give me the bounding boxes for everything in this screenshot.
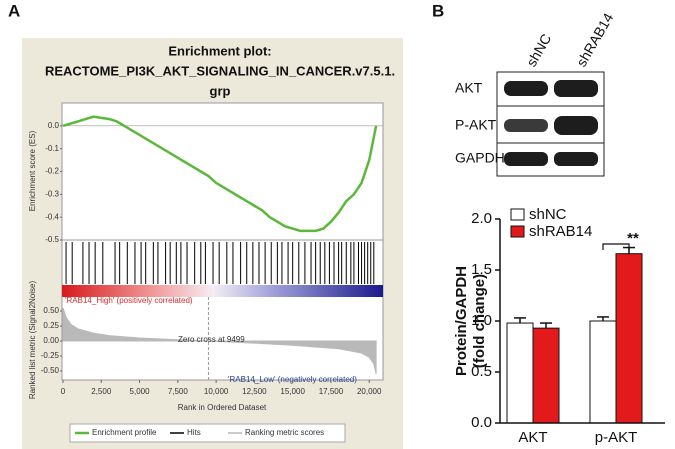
blot-column-label: shNC [523,31,554,69]
blot-column-label: shRAB14 [573,10,617,69]
y-tick-label: 2.0 [471,210,492,227]
y-tick-label: -0.25 [41,351,60,360]
heatmap-bar [62,285,383,297]
y-tick-label: -0.5 [45,235,59,244]
x-tick-label: 15,000 [280,387,305,396]
legend-label: shRAB14 [529,223,592,240]
y-tick-label: -0.4 [45,212,59,221]
bar [506,322,534,424]
bar [615,253,643,424]
y-tick-label: 0.0 [48,121,60,130]
legend-box [69,423,346,443]
y-tick-label: 0.0 [471,414,492,431]
y-axis-label: Protein/GAPDH [453,266,470,376]
chart-title: REACTOME_PI3K_AKT_SIGNALING_IN_CANCER.v7… [45,63,395,78]
x-tick-label: 20,000 [357,387,382,396]
band [554,152,598,166]
band [504,152,548,166]
band [554,80,598,97]
blot-row-label: P-AKT [455,117,497,133]
zero-cross-label: Zero cross at 9499 [178,335,245,344]
x-tick-label: p-AKT [595,429,638,446]
chart-title: Enrichment plot: [168,43,271,58]
significance-bracket [602,243,630,250]
x-tick-label: 5,000 [130,387,151,396]
band [504,119,548,132]
x-tick-label: 2,500 [91,387,112,396]
band [504,81,548,96]
y-tick-label: 1.0 [471,312,492,329]
panel-label: A [8,1,20,20]
x-tick-label: 10,000 [204,387,229,396]
bar [589,320,617,424]
y-axis-label: Ranked list metric (Signal2Noise) [28,281,37,400]
x-tick-label: 12,500 [242,387,267,396]
y-axis-label: (fold change) [471,274,488,368]
y-tick-label: 0.5 [471,363,492,380]
blot-row-label: GAPDH [455,150,505,166]
blot-bands [504,80,598,166]
metric-area [62,307,377,375]
high-label: 'RAB14_High' (positively correlated) [65,296,193,305]
bar [532,327,560,424]
y-tick-label: -0.3 [45,189,59,198]
band [554,116,598,135]
legend-swatch [510,225,525,238]
y-tick-label: 0.25 [43,321,59,330]
legend-label: Enrichment profile [92,428,157,437]
legend-label: shNC [529,206,567,223]
legend-label: Hits [187,428,201,437]
legend-swatch [510,208,525,221]
y-tick-label: -0.1 [45,144,59,153]
y-tick-label: 0.50 [43,306,59,315]
significance: ** [627,230,639,247]
y-tick-label: -0.50 [41,366,60,375]
chart-title: grp [210,83,231,98]
panel-label: B [432,1,444,20]
low-label: 'RAB14_Low' (negatively correlated) [228,375,357,384]
blot-row-label: AKT [455,80,483,96]
y-tick-label: 0.00 [43,336,59,345]
x-tick-label: 7,500 [168,387,189,396]
es-line [62,115,378,233]
y-tick-label: -0.2 [45,167,59,176]
y-tick-label: 1.5 [471,261,492,278]
legend-label: Ranking metric scores [245,428,324,437]
x-tick-label: 0 [61,387,66,396]
y-axis-label: Enrichment score (ES) [28,130,37,211]
gsea-plot-frame [61,102,384,381]
x-tick-label: AKT [518,429,547,446]
x-tick-label: 17,500 [319,387,344,396]
x-axis-label: Rank in Ordered Dataset [178,403,267,412]
